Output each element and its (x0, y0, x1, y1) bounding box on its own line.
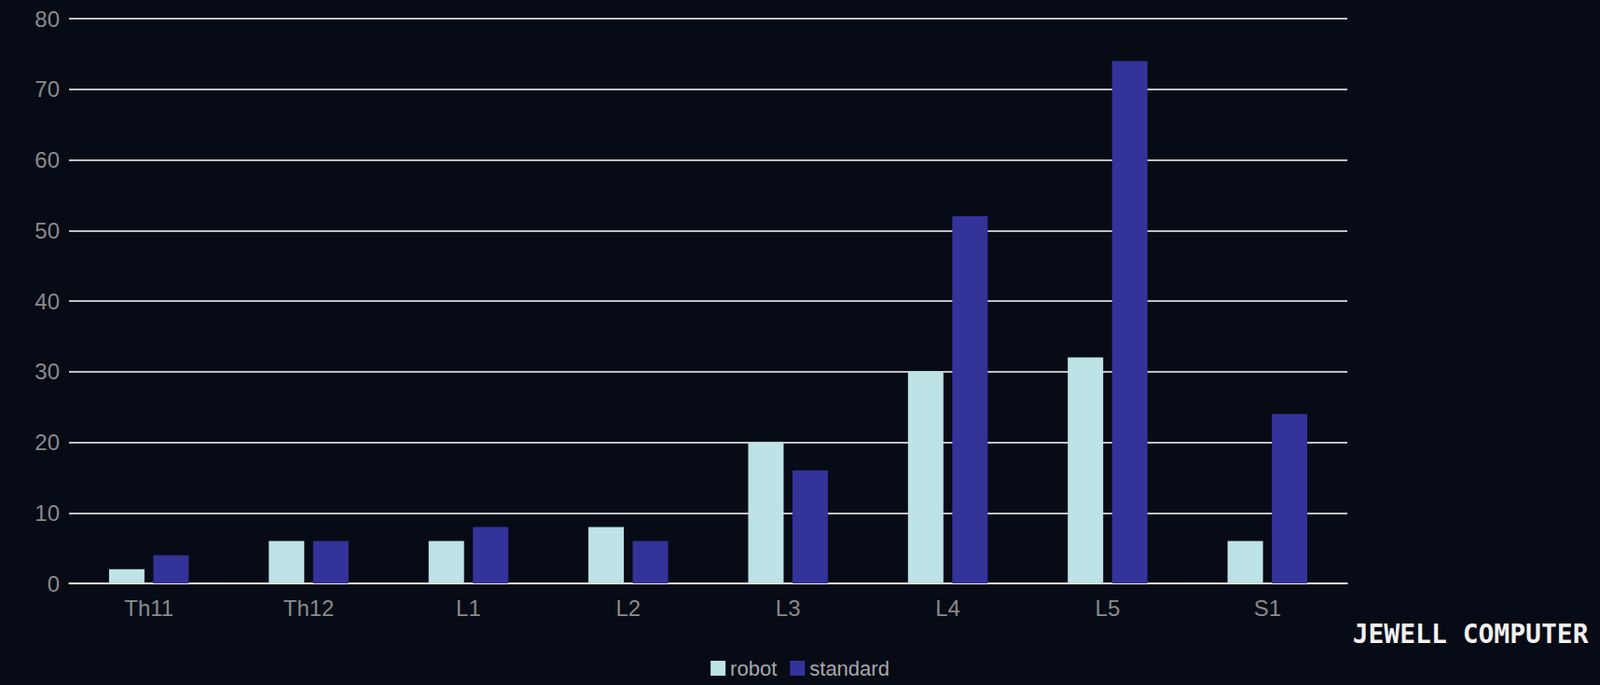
svg-text:L4: L4 (935, 595, 961, 621)
svg-text:30: 30 (34, 358, 60, 385)
svg-text:robot: robot (730, 657, 777, 681)
svg-text:50: 50 (34, 218, 60, 244)
svg-text:JEWELL COMPUTER: JEWELL COMPUTER (1352, 619, 1589, 650)
svg-text:20: 20 (34, 429, 60, 456)
svg-text:L2: L2 (615, 595, 641, 621)
svg-text:L1: L1 (455, 595, 482, 621)
svg-text:Th11: Th11 (124, 595, 174, 621)
svg-text:40: 40 (34, 289, 60, 315)
svg-text:10: 10 (34, 500, 60, 526)
svg-text:80: 80 (34, 6, 60, 32)
svg-text:standard: standard (809, 657, 890, 681)
svg-text:0: 0 (47, 571, 60, 597)
svg-text:L3: L3 (775, 595, 801, 621)
svg-text:Th12: Th12 (283, 595, 335, 621)
svg-text:70: 70 (34, 76, 60, 102)
svg-text:L5: L5 (1095, 595, 1121, 621)
svg-text:60: 60 (34, 147, 60, 173)
svg-text:S1: S1 (1254, 595, 1282, 621)
